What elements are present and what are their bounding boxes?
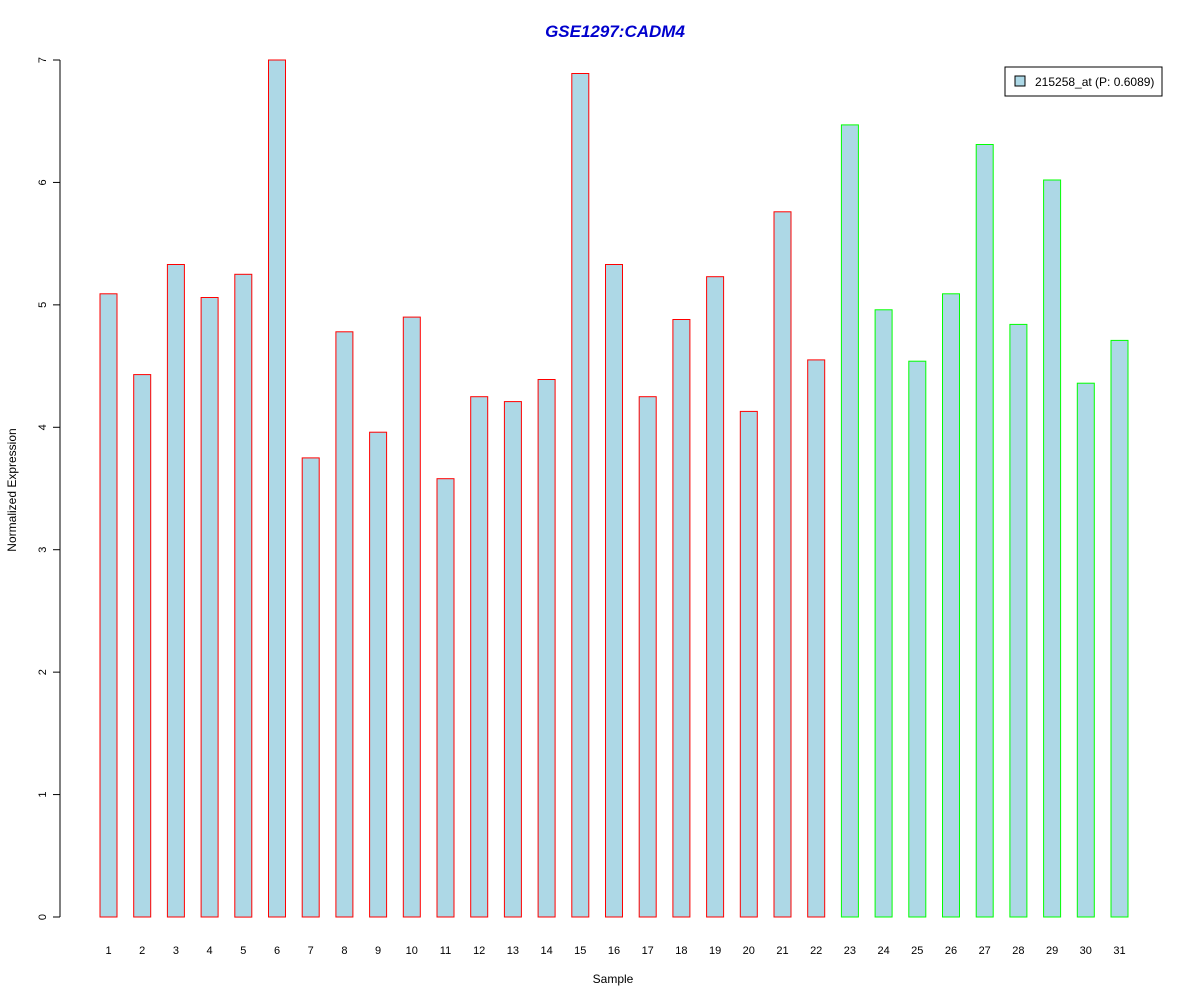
bar (166, 264, 185, 918)
chart-title: GSE1297:CADM4 (545, 22, 685, 41)
x-tick-label: 19 (709, 945, 721, 957)
x-tick-label: 16 (608, 945, 620, 957)
x-tick-labels: 1 2 3 4 5 6 7 8 9 10 11 12 13 14 15 16 17 18 19 20 21 22 23 24 2… (105, 945, 1125, 957)
bar (268, 59, 286, 918)
bar (638, 396, 657, 918)
bar (99, 293, 118, 918)
x-tick-label: 30 (1080, 945, 1092, 957)
bar (200, 297, 219, 918)
x-tick-label: 22 (810, 945, 822, 957)
y-tick-label: 0 (37, 914, 49, 920)
x-tick-label: 6 (274, 945, 280, 957)
bar (133, 374, 152, 918)
bar (773, 211, 792, 918)
y-tick-label: 6 (37, 179, 49, 185)
x-tick-label: 17 (642, 945, 654, 957)
x-tick-label: 7 (308, 945, 314, 957)
x-tick-label: 27 (979, 945, 991, 957)
x-tick-label: 31 (1113, 945, 1125, 957)
bar (402, 316, 421, 918)
x-tick-label: 5 (240, 945, 246, 957)
x-tick-label: 12 (473, 945, 485, 957)
x-tick-label: 3 (173, 945, 179, 957)
bars-group (99, 59, 1129, 918)
bar (503, 401, 522, 918)
bar (908, 360, 927, 918)
y-tick-label: 7 (37, 57, 49, 63)
bar (975, 144, 994, 918)
legend: 215258_at (P: 0.6089) (1004, 66, 1163, 97)
bar (571, 73, 590, 918)
legend-swatch (1014, 75, 1026, 87)
x-tick-label: 2 (139, 945, 145, 957)
bar (1043, 179, 1062, 918)
x-tick-label: 25 (911, 945, 923, 957)
y-tick-label: 2 (37, 669, 49, 675)
x-tick-label: 18 (675, 945, 687, 957)
x-tick-label: 21 (776, 945, 788, 957)
x-tick-label: 13 (507, 945, 519, 957)
x-tick-label: 23 (844, 945, 856, 957)
bar (739, 410, 758, 918)
y-tick-label: 1 (37, 792, 49, 798)
x-tick-label: 4 (207, 945, 213, 957)
bar (874, 309, 893, 918)
bar (301, 457, 320, 918)
y-axis-title: Normalized Expression (5, 428, 19, 551)
bar (840, 124, 859, 918)
x-tick-label: 14 (540, 945, 552, 957)
bar (942, 293, 960, 918)
x-tick-label: 9 (375, 945, 381, 957)
bar (537, 379, 556, 918)
bar (706, 276, 725, 918)
bar (1009, 323, 1028, 918)
x-tick-label: 1 (105, 945, 111, 957)
bar (234, 273, 253, 918)
bar (672, 319, 691, 918)
x-tick-label: 10 (406, 945, 418, 957)
bar (369, 431, 388, 918)
x-tick-label: 29 (1046, 945, 1058, 957)
bar (470, 396, 489, 918)
bar (436, 478, 455, 918)
x-axis-title: Sample (593, 972, 634, 986)
legend-box (1004, 66, 1163, 97)
x-tick-label: 15 (574, 945, 586, 957)
bar (807, 359, 826, 918)
bar (1110, 339, 1129, 918)
y-tick-label: 3 (37, 547, 49, 553)
x-tick-label: 28 (1012, 945, 1024, 957)
bar (335, 331, 354, 918)
bar (1076, 382, 1095, 918)
x-tick-label: 20 (743, 945, 755, 957)
x-tick-label: 11 (440, 945, 451, 957)
y-tick-label: 4 (37, 424, 49, 430)
x-tick-label: 26 (945, 945, 957, 957)
x-tick-label: 8 (341, 945, 347, 957)
bar (605, 264, 623, 918)
x-tick-label: 24 (877, 945, 889, 957)
legend-label: 215258_at (P: 0.6089) (1035, 75, 1154, 89)
y-axis: 0 1 2 3 4 5 6 7 (37, 57, 61, 920)
y-tick-label: 5 (37, 302, 49, 308)
